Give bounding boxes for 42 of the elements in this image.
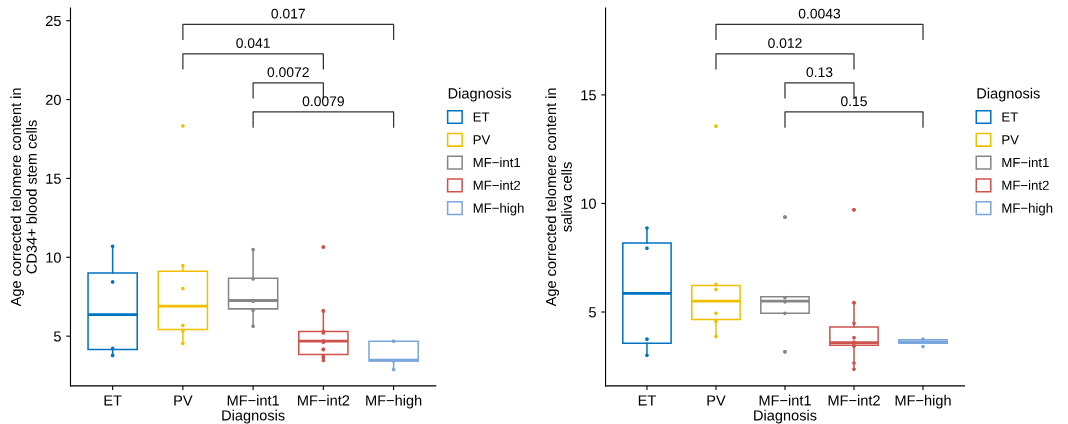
legend-label: MF−high (473, 203, 524, 216)
legend-label: ET (1002, 112, 1018, 122)
x-tick-label: PV (174, 395, 193, 406)
y-tick-label: 5 (589, 307, 596, 318)
x-tick-label: ET (104, 395, 122, 406)
annotation: 0.017 (271, 8, 305, 19)
x-tick-label: MF−int2 (298, 394, 350, 406)
x-tick-label: MF−int1 (759, 394, 811, 406)
y-tick-label: 15 (46, 173, 61, 184)
legend-label: PV (473, 135, 491, 145)
legend-label: MF−high (1002, 203, 1053, 216)
x-tick-label: MF−high (366, 394, 422, 409)
annotation: 0.0072 (267, 67, 309, 78)
x-axis-title: Diagnosis (977, 87, 1040, 102)
legend-label: ET (473, 112, 490, 122)
y-axis-title: Age corrected telomere content in CD34+ blood stem cells (10, 88, 37, 307)
annotation: 0.15 (841, 96, 867, 107)
x-tick-label: MF−int1 (227, 394, 279, 406)
legend-label: MF−int2 (1002, 180, 1049, 190)
y-tick-label: 10 (46, 252, 61, 263)
annotation: 0.041 (236, 38, 270, 48)
x-tick-label: MF−high (895, 394, 951, 409)
annotation: 0.012 (768, 38, 802, 48)
y-tick-label: 5 (53, 331, 61, 342)
legend-label: MF−int1 (1002, 157, 1049, 168)
y-tick-label: 10 (581, 198, 596, 209)
legend-label: MF−int2 (473, 180, 521, 190)
annotation: 0.13 (806, 67, 833, 78)
legend-label: MF−int1 (473, 157, 521, 168)
legend-label: PV (1002, 135, 1019, 145)
legend-title: Diagnosis (754, 409, 817, 424)
legend-title: Diagnosis (222, 409, 285, 424)
y-tick-label: 20 (45, 94, 61, 105)
y-axis-title: Age corrected telomere content in saliva cells (545, 88, 572, 307)
x-axis-title: Diagnosis (448, 87, 512, 102)
x-tick-label: ET (638, 395, 656, 406)
y-tick-label: 15 (581, 90, 596, 101)
annotation: 0.0079 (302, 96, 344, 107)
x-tick-label: MF−int2 (828, 394, 880, 406)
x-tick-label: PV (707, 395, 726, 406)
annotation: 0.0043 (798, 8, 841, 19)
y-tick-label: 25 (45, 15, 61, 27)
